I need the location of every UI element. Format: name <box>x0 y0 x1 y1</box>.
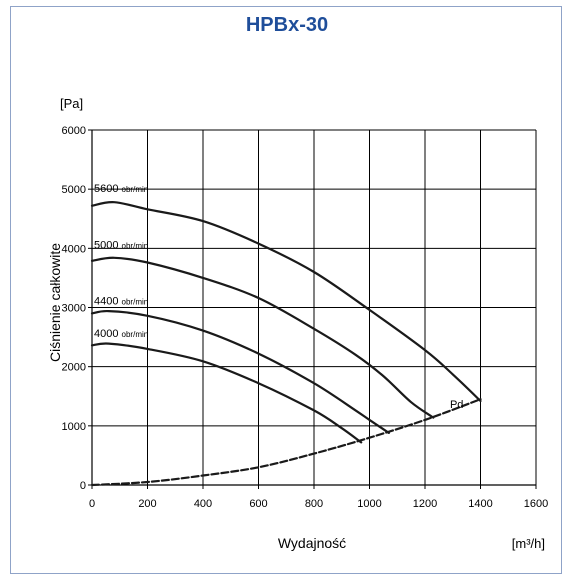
y-tick-label: 6000 <box>62 125 86 137</box>
curve-label-unit: obr/min <box>122 298 149 307</box>
curve-label-rpm: 4400 <box>94 296 122 308</box>
curve-label-rpm: 5600 <box>94 183 122 195</box>
series-line-4400 <box>90 309 390 434</box>
annotation-pd: Pd <box>450 399 463 411</box>
x-tick-label: 0 <box>89 498 95 510</box>
chart-title: HPBx-30 <box>245 14 329 36</box>
x-tick-label: 1000 <box>357 498 381 510</box>
x-tick-label: 1600 <box>524 498 548 510</box>
y-tick-label: 0 <box>80 480 86 492</box>
x-tick-label: 600 <box>249 498 267 510</box>
y-tick-label: 5000 <box>62 184 86 196</box>
y-tick-label: 2000 <box>62 362 86 374</box>
y-tick-label: 4000 <box>62 243 86 255</box>
x-tick-label: 1200 <box>413 498 437 510</box>
x-tick-label: 1400 <box>468 498 492 510</box>
x-axis-label: Wydajność <box>278 535 346 551</box>
y-unit-label: [Pa] <box>60 96 83 111</box>
y-axis-label: Ciśnienie całkowite <box>47 243 63 362</box>
series-line-5600 <box>90 201 482 403</box>
curve-label-5600: 5600 obr/min <box>94 183 148 195</box>
curve-label-rpm: 5000 <box>94 239 122 251</box>
curve-label-unit: obr/min <box>122 241 149 250</box>
y-tick-label: 3000 <box>62 303 86 315</box>
y-tick-label: 1000 <box>62 421 86 433</box>
curve-label-unit: obr/min <box>122 330 149 339</box>
curve-label-4000: 4000 obr/min <box>94 328 148 340</box>
series-line-4000 <box>90 342 363 444</box>
x-tick-label: 200 <box>138 498 156 510</box>
curve-label-5000: 5000 obr/min <box>94 239 148 251</box>
x-tick-label: 400 <box>194 498 212 510</box>
curve-label-unit: obr/min <box>122 185 149 194</box>
series-line-5000 <box>90 256 435 419</box>
curve-label-rpm: 4000 <box>94 328 122 340</box>
curve-label-4400: 4400 obr/min <box>94 296 148 308</box>
chart-frame <box>10 6 562 574</box>
series-line-pd <box>90 398 482 487</box>
x-tick-label: 800 <box>305 498 323 510</box>
x-unit-label: [m³/h] <box>512 536 545 551</box>
